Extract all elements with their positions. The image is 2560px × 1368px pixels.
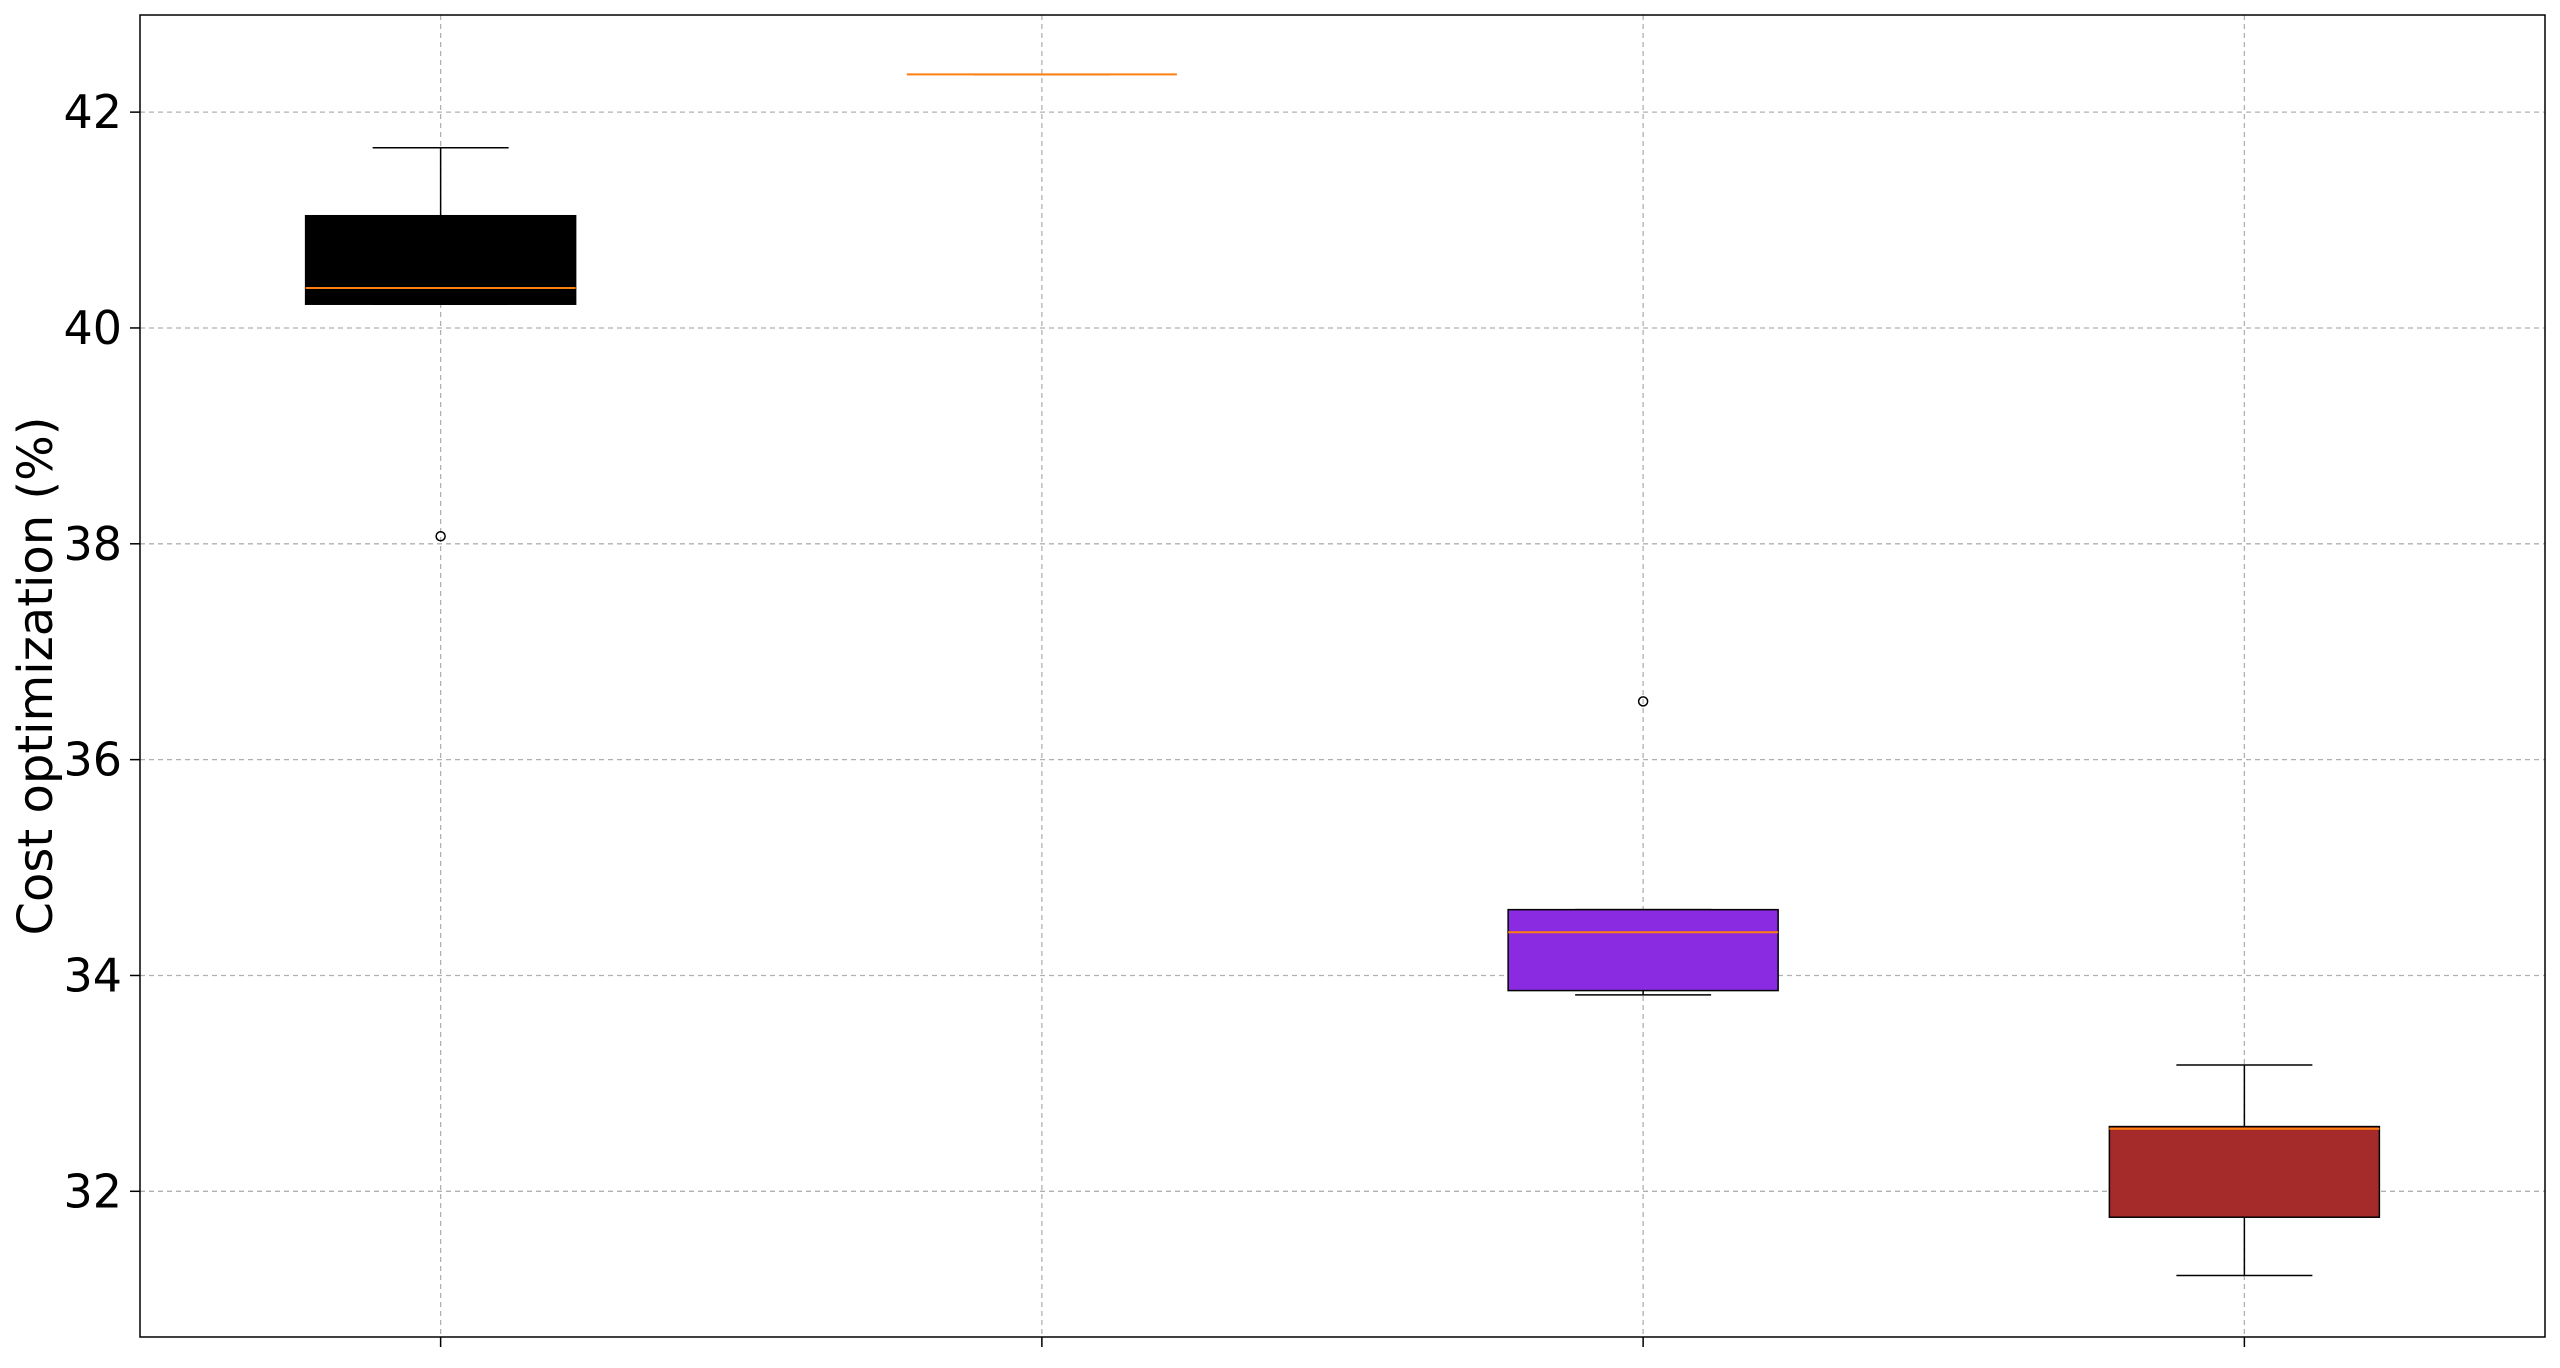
y-axis-label: Cost optimization (%) — [8, 417, 64, 936]
box-group — [1507, 696, 1779, 996]
box-group — [906, 73, 1177, 76]
box — [2108, 1125, 2381, 1218]
y-tick-label: 38 — [63, 517, 122, 571]
box — [304, 214, 577, 305]
box-group — [2108, 1064, 2381, 1277]
axis-ticks: 32 34 36 38 40 42 — [63, 85, 2246, 1347]
y-tick-label: 32 — [63, 1164, 122, 1218]
outlier-point — [1637, 696, 1649, 707]
box — [1507, 908, 1779, 992]
y-tick-label: 34 — [63, 948, 122, 1002]
y-tick-label: 40 — [63, 301, 122, 355]
y-tick-label: 42 — [63, 85, 122, 139]
plot-frame — [139, 14, 2546, 1338]
outlier-point — [435, 530, 446, 542]
y-tick-label: 36 — [63, 733, 122, 787]
box-group — [304, 146, 577, 542]
boxes — [304, 73, 2381, 1277]
